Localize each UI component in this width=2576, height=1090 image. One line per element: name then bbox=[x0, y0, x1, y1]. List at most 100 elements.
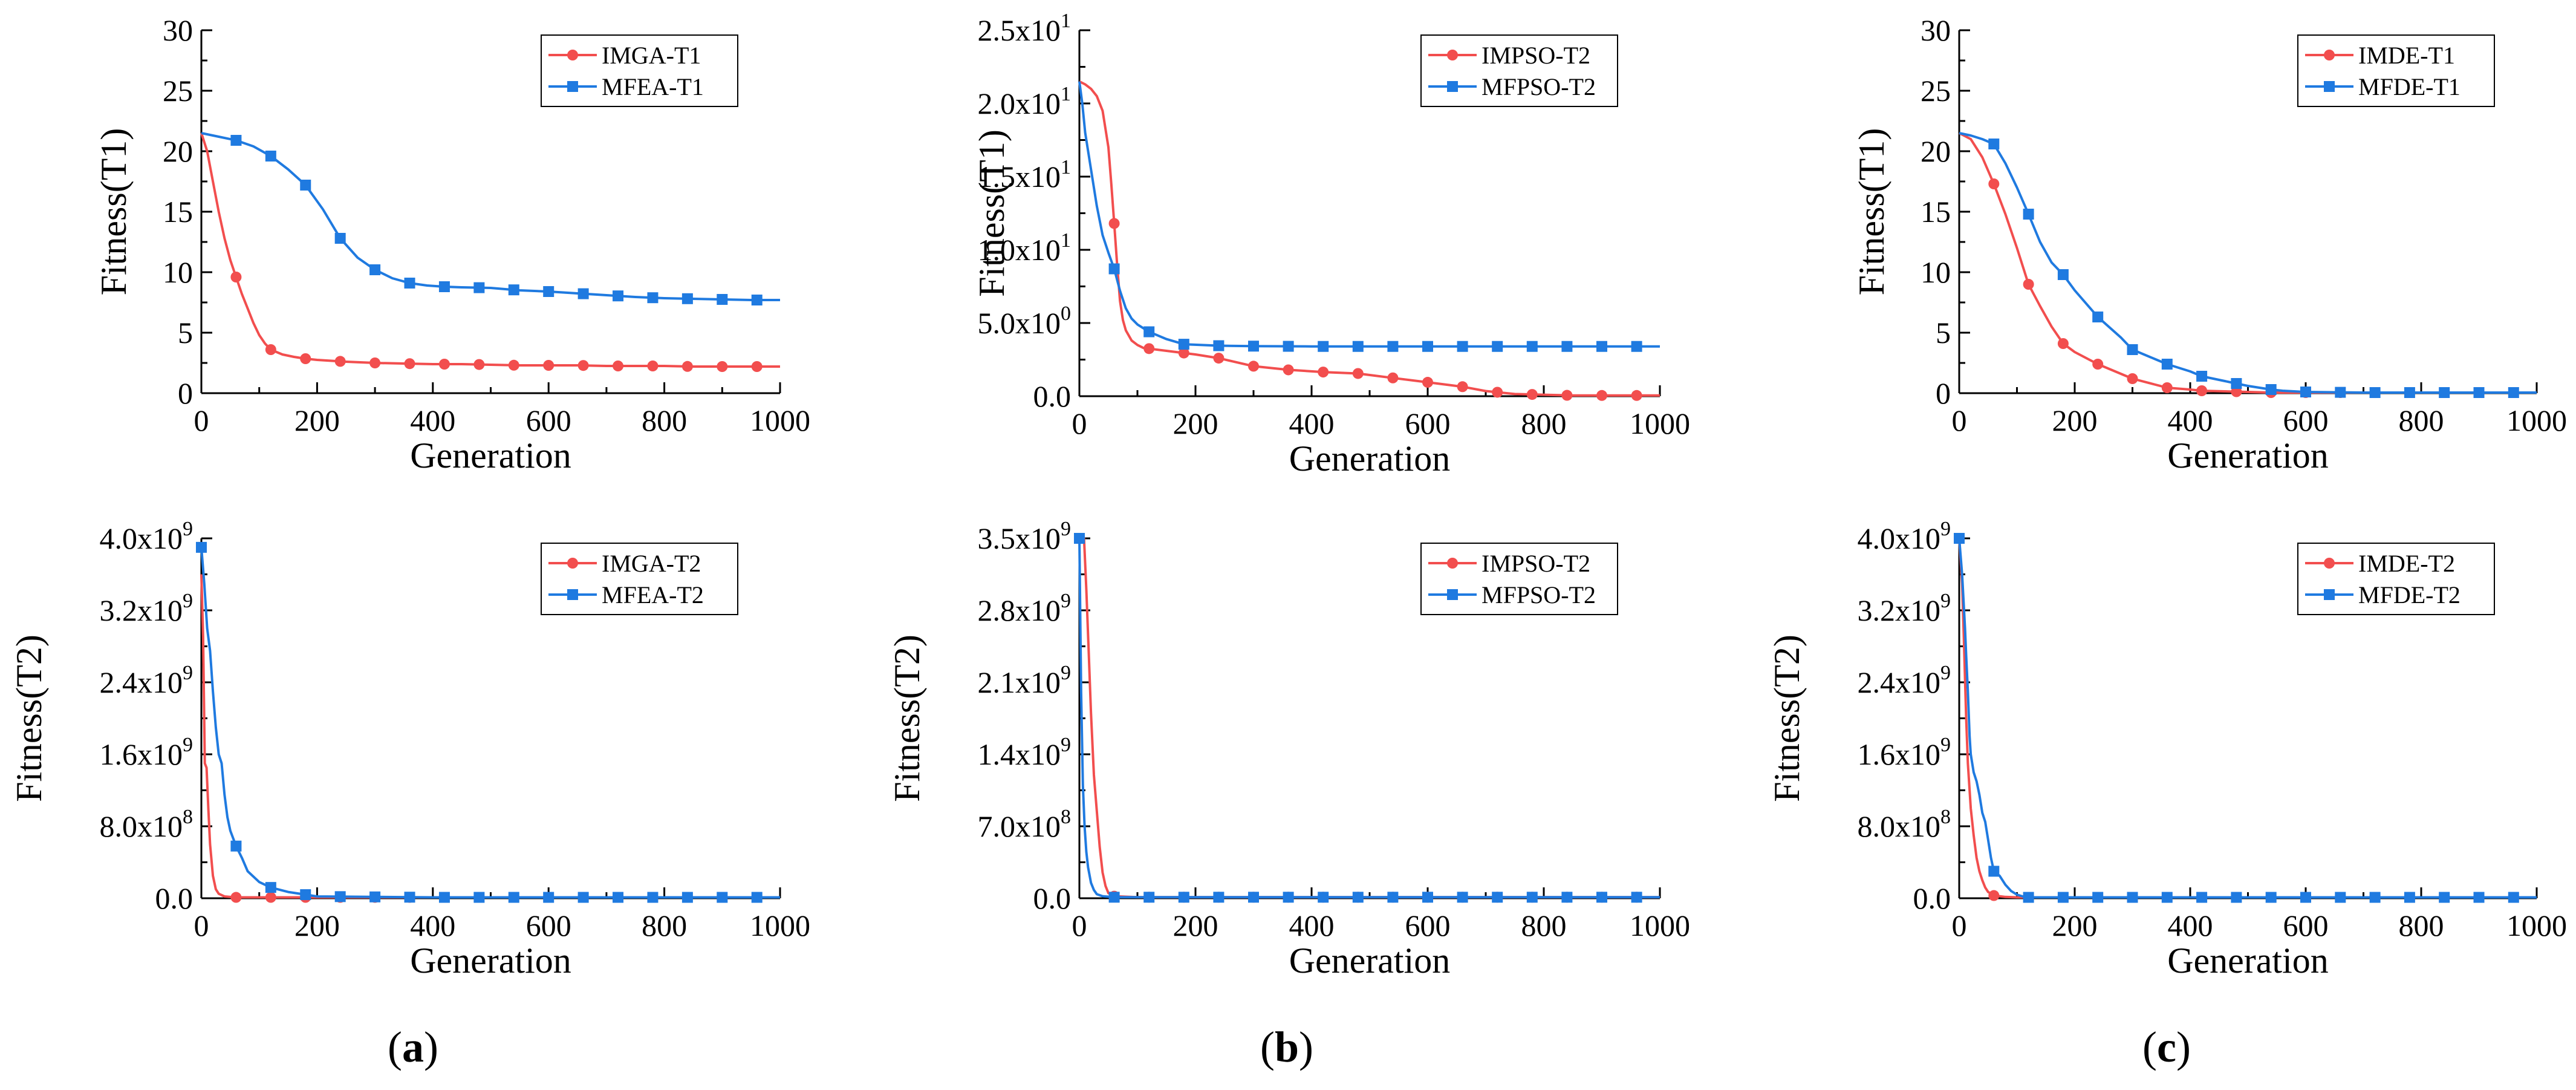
data-point-mfpso-t2 bbox=[1178, 339, 1189, 350]
data-point-mfea-t2 bbox=[577, 892, 589, 903]
x-axis-title: Generation bbox=[1289, 439, 1451, 478]
data-point-mfpso-t2 bbox=[1248, 892, 1259, 903]
data-point-imga-t1 bbox=[681, 361, 693, 372]
y-axis-title: Fitness(T1) bbox=[972, 129, 1012, 297]
data-point-mfea-t1 bbox=[473, 282, 485, 293]
legend-label: MFPSO-T2 bbox=[1482, 581, 1596, 609]
data-point-mfpso-t2 bbox=[1213, 892, 1225, 903]
x-tick-label: 400 bbox=[2168, 403, 2213, 437]
legend: IMPSO-T2 MFPSO-T2 bbox=[1420, 543, 1618, 615]
y-tick-label: 8.0x108 bbox=[1858, 806, 1951, 843]
data-point-mfea-t1 bbox=[300, 180, 311, 191]
data-point-mfea-t1 bbox=[265, 151, 276, 162]
data-point-mfpso-t2 bbox=[1492, 892, 1503, 903]
data-point-mfea-t2 bbox=[751, 892, 763, 903]
data-point-mfea-t2 bbox=[438, 892, 450, 903]
legend-marker bbox=[1447, 589, 1458, 600]
data-point-mfea-t1 bbox=[751, 295, 763, 305]
x-tick-label: 1000 bbox=[1630, 406, 1690, 440]
x-tick-label: 200 bbox=[294, 909, 340, 942]
legend-label: MFEA-T2 bbox=[602, 581, 704, 609]
legend: IMGA-T1 MFEA-T1 bbox=[541, 34, 738, 107]
legend: IMDE-T1 MFDE-T1 bbox=[2297, 34, 2495, 107]
data-point-mfea-t1 bbox=[681, 293, 693, 304]
data-point-mfde-t2 bbox=[1988, 866, 2000, 877]
legend-marker bbox=[1447, 50, 1458, 60]
data-point-imga-t1 bbox=[751, 361, 763, 372]
data-point-mfde-t2 bbox=[2335, 892, 2346, 903]
legend-marker bbox=[2324, 558, 2335, 569]
x-tick-label: 1000 bbox=[2506, 403, 2567, 437]
data-point-mfpso-t2 bbox=[1596, 341, 1607, 352]
data-point-mfea-t2 bbox=[508, 892, 519, 903]
x-tick-label: 0 bbox=[194, 403, 209, 437]
y-tick-label: 1.0x101 bbox=[978, 229, 1072, 267]
series-line-mfpso-t2 bbox=[1078, 538, 1660, 899]
y-tick-label: 0.0 bbox=[1913, 881, 1951, 915]
data-point-mfde-t2 bbox=[2023, 892, 2034, 903]
data-point-mfde-t2 bbox=[2404, 892, 2415, 903]
y-tick-label: 1.4x109 bbox=[978, 734, 1072, 771]
data-point-mfea-t2 bbox=[473, 892, 485, 903]
data-point-imde-t1 bbox=[2023, 279, 2034, 290]
data-point-imga-t1 bbox=[438, 359, 450, 370]
legend-marker bbox=[1447, 81, 1458, 92]
x-tick-label: 200 bbox=[294, 403, 340, 437]
data-point-mfpso-t2 bbox=[1108, 892, 1120, 903]
data-point-mfde-t1 bbox=[1988, 139, 2000, 149]
data-point-mfpso-t2 bbox=[1318, 892, 1329, 903]
x-axis-title: Generation bbox=[2167, 941, 2329, 981]
data-point-mfpso-t2 bbox=[1387, 341, 1399, 352]
y-axis-title: Fitness(T2) bbox=[1767, 635, 1807, 802]
data-point-mfea-t2 bbox=[543, 892, 555, 903]
data-point-mfpso-t2 bbox=[1248, 341, 1259, 352]
data-point-imde-t1 bbox=[1988, 178, 2000, 189]
x-tick-label: 1000 bbox=[1630, 909, 1690, 942]
data-point-mfde-t1 bbox=[2369, 387, 2381, 398]
data-point-imde-t1 bbox=[2127, 373, 2138, 384]
data-point-impso-t2 bbox=[1492, 387, 1503, 398]
data-point-imde-t1 bbox=[2057, 338, 2069, 349]
y-tick-label: 4.0x109 bbox=[1858, 518, 1951, 555]
data-point-imde-t1 bbox=[2092, 359, 2104, 370]
data-point-mfpso-t2 bbox=[1074, 533, 1085, 544]
x-tick-label: 1000 bbox=[750, 403, 810, 437]
y-tick-label: 5.0x100 bbox=[978, 302, 1072, 340]
y-axis-title: Fitness(T2) bbox=[9, 635, 49, 802]
x-tick-label: 600 bbox=[2283, 403, 2329, 437]
x-tick-label: 200 bbox=[1173, 909, 1218, 942]
data-point-imga-t1 bbox=[473, 359, 485, 370]
x-tick-label: 800 bbox=[642, 403, 687, 437]
x-tick-label: 200 bbox=[2052, 909, 2098, 942]
data-point-mfde-t1 bbox=[2265, 384, 2277, 395]
legend-label: MFPSO-T2 bbox=[1482, 73, 1596, 100]
chart-panel-a-t1: 0 200 400 600 800 1000 0 5 10 15 20 25 30 Generation F… bbox=[94, 13, 810, 475]
y-tick-label: 30 bbox=[1921, 13, 1951, 47]
legend-marker bbox=[567, 50, 578, 60]
y-tick-label: 5 bbox=[178, 316, 193, 350]
y-tick-label: 15 bbox=[1921, 195, 1951, 229]
chart-panel-a-t2: 0 200 400 600 800 1000 0.0 8.0x108 1.6x109 2.4x10… bbox=[9, 518, 810, 981]
x-tick-label: 600 bbox=[1405, 909, 1451, 942]
legend: IMDE-T2 MFDE-T2 bbox=[2297, 543, 2495, 615]
panel-labels: (a) (b) (c) bbox=[388, 1023, 2191, 1071]
x-tick-label: 600 bbox=[526, 909, 571, 942]
data-point-mfea-t1 bbox=[577, 288, 589, 299]
legend-marker bbox=[567, 81, 578, 92]
legend-label: IMPSO-T2 bbox=[1482, 42, 1590, 69]
x-tick-label: 800 bbox=[2399, 909, 2444, 942]
data-point-mfea-t1 bbox=[647, 292, 659, 304]
y-tick-label: 3.5x109 bbox=[978, 518, 1072, 555]
data-point-mfde-t2 bbox=[2196, 892, 2208, 903]
data-point-mfpso-t2 bbox=[1283, 341, 1294, 352]
x-tick-label: 1000 bbox=[2506, 909, 2567, 942]
data-point-impso-t2 bbox=[1178, 347, 1189, 359]
x-tick-label: 200 bbox=[1173, 406, 1218, 440]
data-point-imga-t2 bbox=[265, 892, 276, 903]
data-point-mfde-t1 bbox=[2300, 387, 2311, 397]
data-point-impso-t2 bbox=[1352, 368, 1364, 379]
data-point-imde-t2 bbox=[1988, 890, 2000, 901]
data-point-mfde-t1 bbox=[2092, 312, 2104, 322]
data-point-imga-t1 bbox=[577, 360, 589, 371]
y-tick-label: 0.0 bbox=[1033, 379, 1072, 413]
